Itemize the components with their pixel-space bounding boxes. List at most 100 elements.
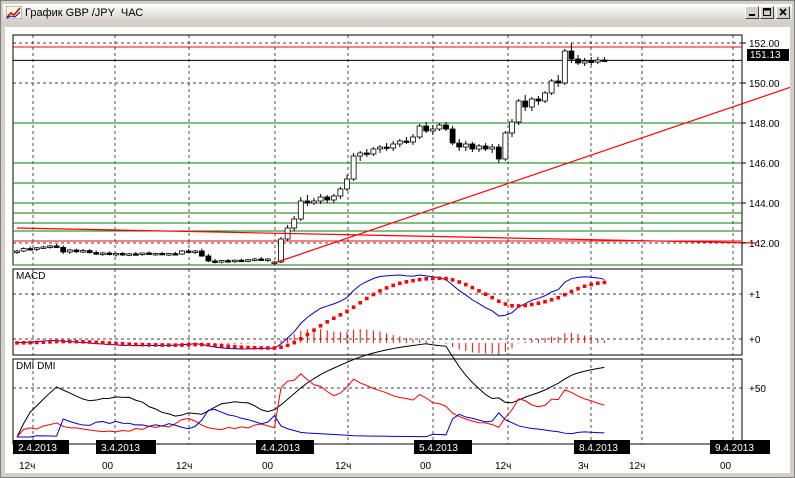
candle-body <box>231 259 238 263</box>
candle-body <box>377 146 383 150</box>
price-tick-label: 150.00 <box>749 79 780 90</box>
macd-signal-point <box>186 343 191 347</box>
trendlines <box>16 86 790 264</box>
time-label: 00 <box>420 461 432 472</box>
candle-body <box>113 252 119 256</box>
macd-signal-point <box>114 341 118 346</box>
close-icon <box>779 8 787 16</box>
macd-signal-point <box>219 344 224 348</box>
price-tick-label: 142.00 <box>749 239 780 250</box>
macd-signal-point <box>193 342 197 347</box>
date-label: 4.4.2013 <box>261 443 300 454</box>
macd-signal-point <box>28 340 32 345</box>
macd-signal-point <box>457 280 461 284</box>
date-label: 9.4.2013 <box>715 443 754 454</box>
chart-canvas[interactable]: 152.00 150.00 148.00 146.00 144.00 142.00 +1 +0… <box>5 27 790 473</box>
candle-body <box>278 238 284 263</box>
macd-signal-point <box>180 343 184 347</box>
candle-body <box>581 60 588 64</box>
candle-body <box>390 143 397 149</box>
maximize-icon <box>763 8 771 16</box>
price-tick-label: 144.00 <box>749 199 780 210</box>
candle-body <box>456 142 463 148</box>
macd-signal-point <box>464 282 468 287</box>
macd-signal-point <box>417 277 422 282</box>
candle-body <box>291 218 298 229</box>
macd-signal-point <box>101 340 105 345</box>
candle-body <box>594 59 601 63</box>
date-box <box>256 440 314 454</box>
macd-signal-point <box>299 337 303 341</box>
candle-body <box>205 255 212 262</box>
candle-body <box>245 259 251 262</box>
candle-body <box>601 59 608 62</box>
macd-signal-point <box>365 296 369 301</box>
window-title: График GBP /JPY ЧАС <box>25 7 144 19</box>
macd-signal-point <box>490 295 494 300</box>
candle-body <box>423 125 430 132</box>
macd-signal-point <box>510 303 514 308</box>
candle-body <box>33 247 40 250</box>
title-bar[interactable]: График GBP /JPY ЧАС <box>3 4 792 22</box>
candle-body <box>132 253 139 256</box>
macd-signal-point <box>391 283 395 288</box>
macd-signal-point <box>140 342 145 347</box>
plus-di-line <box>16 373 605 438</box>
macd-signal-point <box>596 281 600 285</box>
macd-signal-point <box>345 309 349 314</box>
candle-body <box>93 252 100 255</box>
macd-signal-point <box>41 340 46 345</box>
candle-body <box>317 196 324 202</box>
candle-body <box>47 245 53 248</box>
close-button[interactable] <box>776 6 790 19</box>
macd-signal-point <box>503 302 508 306</box>
macd-signal-point <box>444 276 448 281</box>
macd-signal-point <box>200 342 204 347</box>
candle-body <box>106 252 113 256</box>
maximize-button[interactable] <box>760 6 774 19</box>
macd-signal-point <box>94 340 98 345</box>
macd-signal-point <box>81 339 85 344</box>
candle-body <box>238 259 245 263</box>
macd-signal-point <box>233 345 237 349</box>
chart-area[interactable]: 152.00 150.00 148.00 146.00 144.00 142.00 +1 +0… <box>5 27 790 473</box>
macd-signal-point <box>516 304 521 308</box>
macd-signal-point <box>497 299 501 304</box>
macd-signal-point <box>378 289 382 293</box>
candle-body <box>126 253 133 256</box>
macd-signal-point <box>167 343 171 347</box>
time-label: 12ч <box>629 461 645 472</box>
candle-body <box>198 250 205 257</box>
date-box <box>574 440 630 454</box>
macd-signal-point <box>266 346 270 350</box>
macd-signal-point <box>107 341 112 345</box>
macd-signal-point <box>536 301 541 306</box>
adx-line <box>16 343 605 438</box>
macd-signal-point <box>576 286 580 291</box>
macd-signal-point <box>483 292 488 297</box>
macd-signal-point <box>127 342 131 346</box>
minimize-icon <box>749 14 755 16</box>
candle-body <box>482 145 489 150</box>
macd-signal-point <box>259 346 263 350</box>
candle-body <box>146 252 152 255</box>
macd-signal-point <box>351 305 356 309</box>
price-tick-label: 146.00 <box>749 159 780 170</box>
macd-signal-point <box>153 343 158 347</box>
candle-body <box>251 258 258 261</box>
macd-signal-point <box>602 280 607 285</box>
trendline <box>16 227 757 244</box>
candle-body <box>429 128 436 132</box>
date-label: 2.4.2013 <box>18 443 57 454</box>
time-label: 00 <box>262 461 274 472</box>
candle-body <box>555 80 562 84</box>
macd-signal-point <box>523 303 527 308</box>
macd-signal-point <box>563 292 567 297</box>
macd-signal-point <box>173 343 178 347</box>
macd-signal-point <box>569 289 574 294</box>
macd-signal-point <box>48 340 52 344</box>
candle-body <box>542 92 548 102</box>
candle-body <box>212 260 218 263</box>
macd-tick-label: +0 <box>749 335 761 346</box>
minimize-button[interactable] <box>745 6 759 19</box>
